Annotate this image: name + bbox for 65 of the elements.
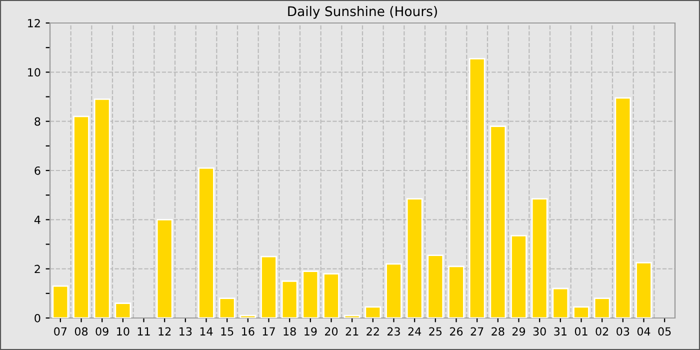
- x-tick-label: 18: [284, 327, 296, 336]
- bar: [302, 270, 319, 318]
- x-tick-label: 31: [554, 327, 566, 336]
- bar: [636, 262, 652, 318]
- x-tick-label: 23: [387, 327, 400, 336]
- x-tick-label: 13: [180, 327, 192, 336]
- bar: [198, 167, 214, 318]
- bar: [281, 280, 298, 318]
- x-tick-label: 12: [158, 327, 171, 336]
- y-tick-label: 6: [34, 166, 40, 175]
- chart-title: Daily Sunshine (Hours): [288, 6, 437, 19]
- x-tick-label: 01: [574, 327, 588, 336]
- x-tick-label: 25: [429, 327, 442, 336]
- x-tick-label: 03: [616, 327, 630, 336]
- x-tick-label: 04: [637, 327, 650, 336]
- bar: [406, 198, 423, 318]
- x-tick-label: 05: [658, 327, 671, 336]
- bar: [73, 116, 90, 318]
- x-tick-label: 15: [221, 327, 234, 336]
- bar: [94, 98, 110, 318]
- x-tick-label: 27: [470, 327, 484, 336]
- bar: [240, 314, 256, 318]
- x-tick-label: 08: [74, 327, 88, 336]
- bar: [573, 306, 590, 318]
- bar: [52, 285, 69, 318]
- y-tick-label: 12: [28, 18, 40, 28]
- x-tick-label: 21: [346, 327, 358, 336]
- y-tick-label: 2: [34, 264, 40, 274]
- y-tick-label: 0: [34, 314, 40, 322]
- bar: [156, 218, 173, 318]
- bar: [448, 266, 464, 318]
- bar: [427, 254, 444, 318]
- bar: [386, 263, 402, 318]
- x-tick-label: 28: [492, 327, 504, 336]
- x-tick-label: 30: [533, 327, 546, 336]
- bar: [344, 314, 360, 318]
- bar: [260, 256, 277, 318]
- x-tick-label: 26: [450, 327, 463, 336]
- x-tick-label: 29: [512, 327, 526, 336]
- x-tick-label: 07: [54, 327, 67, 336]
- y-tick-label: 8: [34, 117, 40, 126]
- x-tick-label: 10: [117, 327, 130, 336]
- bar: [490, 126, 506, 318]
- x-tick-label: 20: [324, 327, 338, 336]
- x-tick-label: 11: [138, 327, 150, 336]
- y-tick-label: 4: [34, 216, 40, 224]
- bar: [468, 58, 486, 318]
- bar: [114, 302, 132, 318]
- bar: [614, 97, 632, 318]
- bar: [364, 306, 382, 318]
- x-tick-label: 02: [596, 327, 608, 336]
- bar: [510, 234, 527, 318]
- bar: [323, 273, 340, 318]
- x-tick-label: 19: [304, 327, 317, 336]
- bar: [552, 288, 569, 318]
- x-tick-label: 17: [262, 327, 275, 336]
- bar: [218, 298, 236, 318]
- bar: [594, 298, 610, 318]
- x-tick-label: 14: [200, 327, 213, 336]
- x-tick-label: 09: [96, 327, 108, 336]
- x-tick-label: 22: [366, 327, 379, 336]
- x-tick-label: 16: [242, 327, 254, 336]
- y-tick-label: 10: [28, 68, 40, 77]
- x-tick-label: 24: [408, 327, 422, 336]
- bar: [531, 198, 548, 318]
